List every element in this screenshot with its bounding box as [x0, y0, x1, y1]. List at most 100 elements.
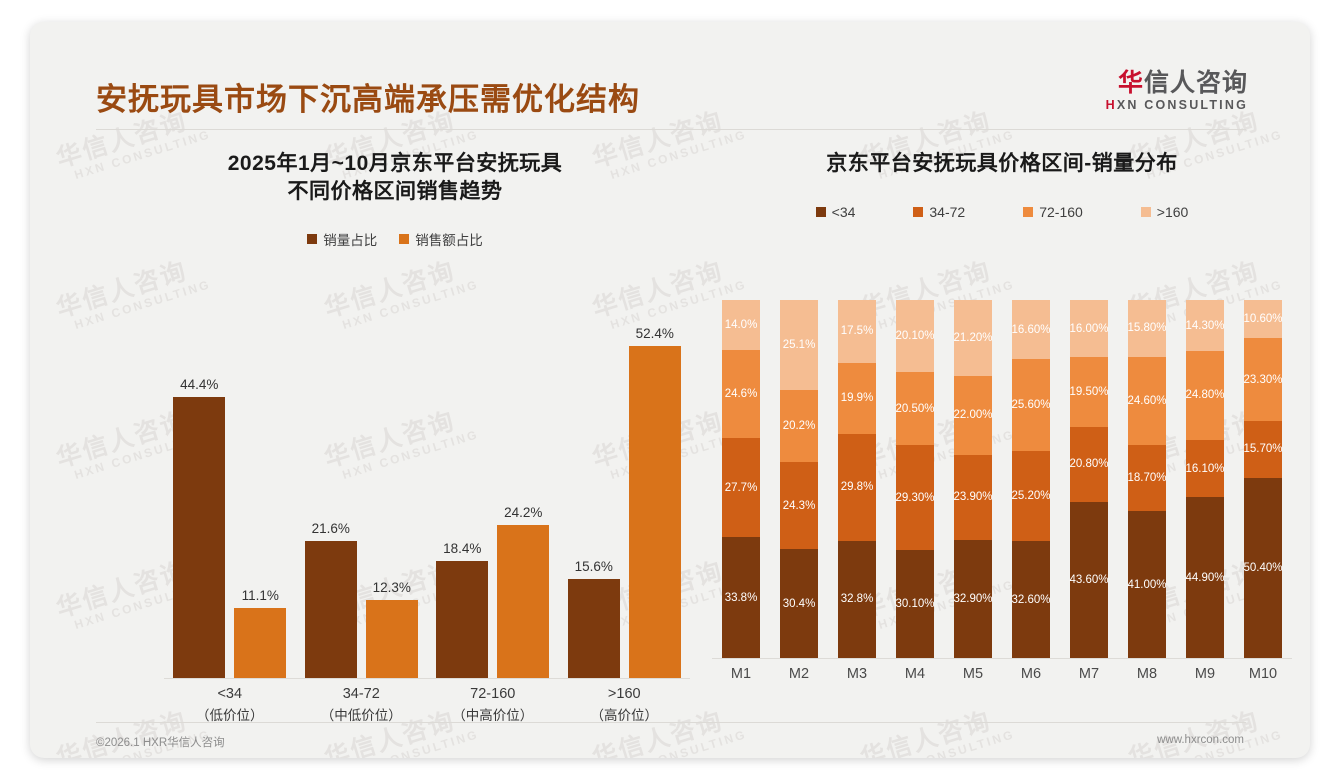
segment-value-label: 24.6%	[724, 388, 758, 401]
stack-segment-72-160[interactable]: 19.9%	[838, 362, 876, 434]
segment-value-label: 41.00%	[1127, 578, 1167, 591]
stacked-bar[interactable]: 16.60% 25.60% 25.20% 32.60%	[1011, 300, 1051, 658]
stacked-bar[interactable]: 14.30% 24.80% 16.10% 44.90%	[1185, 300, 1225, 659]
legend-swatch-icon	[913, 207, 924, 218]
segment-value-label: 16.10%	[1185, 462, 1225, 475]
stack-segment-<34[interactable]: 41.00%	[1127, 511, 1167, 658]
stack-segment-72-160[interactable]: 23.30%	[1244, 337, 1283, 422]
bar-fill	[628, 346, 681, 678]
bar-volume[interactable]: 15.6%	[567, 559, 620, 678]
stack-segment-<34[interactable]: 43.60%	[1070, 501, 1109, 658]
stacked-bar[interactable]: 21.20% 22.00% 23.90% 32.90%	[954, 300, 993, 658]
x-axis-tick-label: M4	[904, 666, 926, 682]
stack-segment->160[interactable]: 10.60%	[1244, 300, 1283, 338]
stack-segment-34-72[interactable]: 24.3%	[780, 462, 818, 550]
legend-swatch-icon	[1023, 207, 1034, 218]
segment-value-label: 15.80%	[1127, 322, 1167, 335]
stack-segment-72-160[interactable]: 19.50%	[1070, 357, 1109, 428]
stack-segment->160[interactable]: 16.00%	[1070, 300, 1109, 358]
bar-value-label: 15.6%	[574, 559, 613, 574]
stacked-bar[interactable]: 10.60% 23.30% 15.70% 50.40%	[1244, 300, 1283, 658]
stack-segment-34-72[interactable]: 25.20%	[1012, 451, 1051, 542]
segment-value-label: 24.3%	[782, 499, 816, 512]
stacked-bar[interactable]: 25.1% 20.2% 24.3% 30.4%	[780, 300, 818, 658]
stack-segment-34-72[interactable]: 16.10%	[1185, 439, 1225, 498]
stack-segment-34-72[interactable]: 27.7%	[722, 438, 760, 538]
legend-item-1[interactable]: <34	[815, 204, 856, 221]
segment-value-label: 25.1%	[782, 338, 816, 351]
stack-segment-72-160[interactable]: 22.00%	[954, 375, 993, 455]
x-axis-tick-label: <34 （低价位）	[164, 684, 296, 726]
segment-value-label: 32.60%	[1011, 593, 1051, 606]
stacked-bar-columns: 14.0% 24.6% 27.7% 33.8% 25.1% 20.2% 24.3% 30.4%…	[712, 300, 1292, 659]
x-tick-main: 72-160	[470, 686, 516, 702]
right-chart-x-axis	[712, 658, 1292, 659]
stack-segment->160[interactable]: 20.10%	[896, 300, 935, 372]
bar-volume[interactable]: 21.6%	[304, 521, 357, 678]
stack-segment-<34[interactable]: 33.8%	[722, 537, 760, 658]
stack-segment-72-160[interactable]: 24.6%	[722, 350, 760, 439]
slide-footer: ©2026.1 HXR华信人咨询 www.hxrcon.com	[96, 734, 1244, 750]
stack-segment-72-160[interactable]: 25.60%	[1012, 359, 1051, 452]
segment-value-label: 20.80%	[1069, 458, 1109, 471]
bar-revenue[interactable]: 24.2%	[497, 505, 550, 678]
stack-segment-<34[interactable]: 32.90%	[954, 540, 993, 658]
segment-value-label: 20.2%	[782, 420, 816, 432]
logo-en-highlight: H	[1105, 98, 1117, 113]
segment-value-label: 17.5%	[840, 325, 874, 338]
footer-website[interactable]: www.hxrcon.com	[1157, 734, 1244, 746]
stack-segment-34-72[interactable]: 29.8%	[838, 433, 876, 541]
stack-segment->160[interactable]: 14.0%	[722, 300, 760, 351]
bar-fill	[365, 600, 418, 678]
stack-segment-72-160[interactable]: 20.2%	[780, 389, 818, 463]
legend-label: 销售额占比	[415, 232, 483, 248]
stack-segment-72-160[interactable]: 20.50%	[896, 371, 935, 446]
legend-item-3[interactable]: 72-160	[1023, 204, 1083, 220]
stack-segment-<34[interactable]: 30.10%	[896, 550, 935, 658]
stack-segment-<34[interactable]: 44.90%	[1185, 497, 1225, 659]
segment-value-label: 44.90%	[1185, 571, 1225, 584]
stack-segment-72-160[interactable]: 24.60%	[1128, 356, 1167, 445]
stack-segment->160[interactable]: 16.60%	[1012, 300, 1051, 360]
x-axis-tick-label: M10	[1248, 666, 1278, 682]
stack-segment->160[interactable]: 21.20%	[954, 300, 993, 376]
stacked-bar[interactable]: 15.80% 24.60% 18.70% 41.00%	[1127, 300, 1167, 658]
stack-segment-<34[interactable]: 30.4%	[780, 549, 818, 658]
bar-revenue[interactable]: 52.4%	[628, 326, 681, 678]
legend-item-4[interactable]: >160	[1140, 204, 1188, 220]
stacked-bar[interactable]: 17.5% 19.9% 29.8% 32.8%	[838, 300, 876, 658]
legend-swatch-icon	[1140, 207, 1151, 218]
bar-revenue[interactable]: 11.1%	[234, 588, 287, 678]
stack-segment-34-72[interactable]: 15.70%	[1244, 421, 1283, 478]
stack-segment-34-72[interactable]: 18.70%	[1128, 444, 1167, 512]
stack-segment->160[interactable]: 14.30%	[1185, 300, 1225, 352]
stacked-bar-column: 16.00% 19.50% 20.80% 43.60%	[1060, 300, 1118, 658]
bar-volume[interactable]: 18.4%	[436, 541, 489, 678]
stack-segment-<34[interactable]: 32.8%	[838, 540, 876, 658]
stack-segment-34-72[interactable]: 20.80%	[1069, 427, 1109, 502]
stacked-bar[interactable]: 16.00% 19.50% 20.80% 43.60%	[1069, 300, 1109, 658]
stacked-bar[interactable]: 20.10% 20.50% 29.30% 30.10%	[896, 300, 935, 658]
legend-label: <34	[831, 204, 856, 221]
legend-item-2[interactable]: 销售额占比	[399, 229, 483, 249]
right-chart-panel: 京东平台安抚玩具价格区间-销量分布 <34 34-72 72-160 >160 14.…	[702, 150, 1302, 725]
segment-value-label: 29.8%	[840, 481, 874, 494]
segment-value-label: 14.30%	[1185, 319, 1225, 332]
right-chart-title-line1: 京东平台安抚玩具价格区间-销量分布	[826, 152, 1178, 175]
stacked-bar[interactable]: 14.0% 24.6% 27.7% 33.8%	[722, 300, 760, 658]
brand-logo: 华信人咨询 HXN CONSULTING	[1106, 70, 1248, 112]
stack-segment->160[interactable]: 25.1%	[780, 300, 818, 390]
segment-value-label: 32.8%	[840, 593, 874, 606]
bar-revenue[interactable]: 12.3%	[365, 580, 418, 678]
stack-segment-72-160[interactable]: 24.80%	[1186, 351, 1225, 440]
segment-value-label: 33.8%	[724, 591, 758, 604]
legend-item-1[interactable]: 销量占比	[307, 229, 377, 249]
stack-segment-34-72[interactable]: 29.30%	[896, 445, 935, 551]
stack-segment->160[interactable]: 15.80%	[1127, 300, 1167, 357]
stack-segment-<34[interactable]: 32.60%	[1011, 541, 1051, 658]
bar-volume[interactable]: 44.4%	[173, 377, 226, 678]
legend-item-2[interactable]: 34-72	[913, 204, 965, 220]
stack-segment->160[interactable]: 17.5%	[838, 300, 876, 363]
stack-segment-34-72[interactable]: 23.90%	[954, 454, 993, 541]
stack-segment-<34[interactable]: 50.40%	[1244, 477, 1283, 658]
